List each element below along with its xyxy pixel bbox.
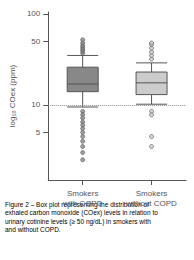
svg-text:log₁₀ COex (ppm): log₁₀ COex (ppm) <box>8 64 17 127</box>
svg-text:and without COPD.: and without COPD. <box>5 226 61 233</box>
svg-text:100: 100 <box>27 9 41 18</box>
svg-text:Smokers: Smokers <box>67 189 99 198</box>
svg-text:50: 50 <box>31 37 40 46</box>
svg-text:with COPD: with COPD <box>62 199 103 208</box>
svg-text:exhaled carbon monoxide (COex): exhaled carbon monoxide (COex) levels in… <box>5 209 158 217</box>
svg-text:without COPD: without COPD <box>125 199 177 208</box>
svg-text:10: 10 <box>31 100 40 109</box>
svg-text:Smokers: Smokers <box>136 189 168 198</box>
svg-text:5: 5 <box>36 128 41 137</box>
svg-text:urinary cotinine levels (≥ 50: urinary cotinine levels (≥ 50 ng/dL) in … <box>5 218 151 226</box>
